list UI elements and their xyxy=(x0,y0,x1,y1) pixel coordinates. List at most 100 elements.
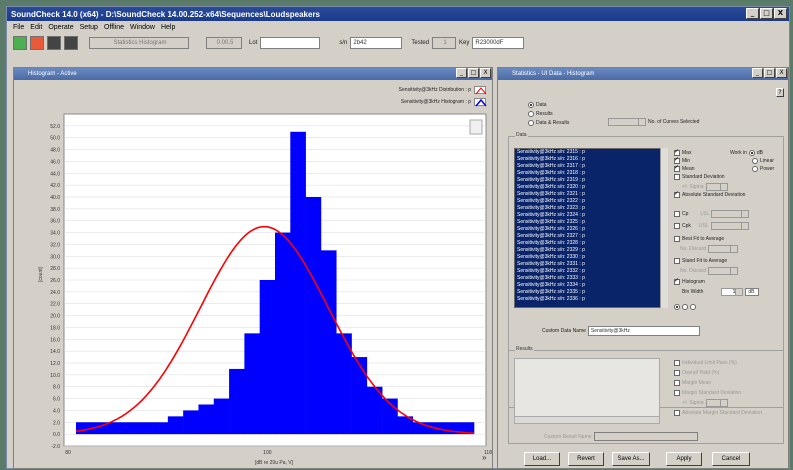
abs-margin-std-dev-checkbox[interactable] xyxy=(674,410,680,416)
stand-fit-discard-spinner[interactable] xyxy=(708,267,739,275)
data-curve-list[interactable]: Sensitivity@3kHz s/n: 2315 : p Sensitivit… xyxy=(514,148,666,308)
overall-yield-checkbox[interactable] xyxy=(674,370,680,376)
best-fit-discard-spinner[interactable] xyxy=(708,245,739,253)
y-tick-label: 30.0 xyxy=(50,254,60,260)
radio-hist-mode-3[interactable] xyxy=(690,304,696,310)
hist-close-button[interactable]: X xyxy=(480,68,491,78)
run-icon[interactable] xyxy=(13,36,27,50)
radio-data-results[interactable] xyxy=(528,120,534,126)
step-icon[interactable] xyxy=(47,36,61,50)
menu-window[interactable]: Window xyxy=(130,23,155,31)
data-list-item[interactable]: Sensitivity@3kHz s/n: 2329 : p xyxy=(517,247,585,253)
data-list-item[interactable]: Sensitivity@3kHz s/n: 2322 : p xyxy=(517,198,585,204)
abs-std-dev-checkbox[interactable] xyxy=(674,190,680,198)
margin-sigma-spinner[interactable] xyxy=(705,399,728,407)
data-list-item[interactable]: Sensitivity@3kHz s/n: 2335 : p xyxy=(517,289,585,295)
help-button[interactable]: ? xyxy=(776,88,784,97)
sn-input[interactable]: 2b42 xyxy=(350,37,403,49)
hist-maximize-button[interactable]: □ xyxy=(468,68,479,78)
legend-histogram-swatch[interactable] xyxy=(474,98,487,107)
data-list-item[interactable]: Sensitivity@3kHz s/n: 2325 : p xyxy=(517,219,585,225)
data-list-item[interactable]: Sensitivity@3kHz s/n: 2324 : p xyxy=(517,212,585,218)
close-button[interactable]: X xyxy=(774,8,787,19)
lot-input[interactable] xyxy=(260,37,321,49)
pause-icon[interactable] xyxy=(64,36,78,50)
data-list-item[interactable]: Sensitivity@3kHz s/n: 2326 : p xyxy=(517,226,585,232)
radio-data[interactable] xyxy=(528,102,534,108)
key-input[interactable]: R23000dF xyxy=(472,37,525,49)
radio-power[interactable] xyxy=(752,166,758,172)
stats-maximize-button[interactable]: □ xyxy=(764,68,775,78)
menu-setup[interactable]: Setup xyxy=(79,23,98,31)
save-as-button[interactable]: Save As... xyxy=(612,452,650,466)
data-list-item[interactable]: Sensitivity@3kHz s/n: 2327 : p xyxy=(517,233,585,239)
maximize-button[interactable]: □ xyxy=(760,8,773,19)
minimize-button[interactable]: _ xyxy=(746,8,759,19)
best-fit-checkbox[interactable] xyxy=(674,236,680,242)
results-hscrollbar[interactable] xyxy=(514,416,660,424)
stop-icon[interactable] xyxy=(30,36,44,50)
data-list-item[interactable]: Sensitivity@3kHz s/n: 2336 : p xyxy=(517,296,585,302)
std-dev-checkbox[interactable] xyxy=(674,174,680,180)
expand-chevron-icon[interactable]: » xyxy=(482,453,487,462)
radio-hist-mode-1[interactable] xyxy=(674,304,680,310)
mode-data-results[interactable]: Data & Results xyxy=(528,120,569,126)
sigma-spinner[interactable] xyxy=(705,183,728,191)
individual-limit-checkbox[interactable] xyxy=(674,360,680,366)
margin-std-dev-checkbox[interactable] xyxy=(674,390,680,396)
cp-lsl-spinner[interactable] xyxy=(711,210,750,218)
tested-label: Tested xyxy=(411,40,430,46)
data-list-item[interactable]: Sensitivity@3kHz s/n: 2315 : p xyxy=(517,149,585,155)
data-list-item[interactable]: Sensitivity@3kHz s/n: 2332 : p xyxy=(517,268,585,274)
radio-db[interactable] xyxy=(748,150,755,156)
custom-data-name-input[interactable]: Sensitivity@3kHz xyxy=(587,326,700,336)
data-list-item[interactable]: Sensitivity@3kHz s/n: 2333 : p xyxy=(517,275,585,281)
data-list-item[interactable]: Sensitivity@3kHz s/n: 2318 : p xyxy=(517,170,585,176)
y-tick-label: 12.0 xyxy=(50,361,60,367)
menu-file[interactable]: File xyxy=(13,23,25,31)
load-button[interactable]: Load... xyxy=(524,452,560,466)
revert-button[interactable]: Revert xyxy=(568,452,604,466)
data-list-item[interactable]: Sensitivity@3kHz s/n: 2323 : p xyxy=(517,205,585,211)
stand-fit-checkbox[interactable] xyxy=(674,258,680,264)
stats-close-button[interactable]: X xyxy=(776,68,787,78)
menu-edit[interactable]: Edit xyxy=(30,23,43,31)
data-list-item[interactable]: Sensitivity@3kHz s/n: 2316 : p xyxy=(517,156,585,162)
menu-offline[interactable]: Offline xyxy=(103,23,125,31)
mean-checkbox[interactable] xyxy=(674,164,680,172)
menu-operate[interactable]: Operate xyxy=(48,23,74,31)
data-list-item[interactable]: Sensitivity@3kHz s/n: 2328 : p xyxy=(517,240,585,246)
mode-data[interactable]: Data xyxy=(528,102,547,108)
results-list[interactable] xyxy=(514,358,660,424)
max-label: Max xyxy=(682,150,692,156)
cancel-button[interactable]: Cancel xyxy=(712,452,750,466)
data-list-scrollbar[interactable] xyxy=(660,148,668,308)
bin-width-spinner[interactable]: 1 xyxy=(721,288,744,296)
hist-minimize-button[interactable]: _ xyxy=(456,68,467,78)
menu-help[interactable]: Help xyxy=(160,23,176,31)
data-list-item[interactable]: Sensitivity@3kHz s/n: 2321 : p xyxy=(517,191,585,197)
cp-checkbox[interactable] xyxy=(674,211,680,217)
data-list-item[interactable]: Sensitivity@3kHz s/n: 2320 : p xyxy=(517,184,585,190)
histogram-window: Histogram - Active _ □ X Sensitivity@3kH… xyxy=(13,67,493,469)
radio-hist-mode-2[interactable] xyxy=(682,304,688,310)
copy-icon[interactable] xyxy=(469,119,483,135)
custom-result-name-input[interactable] xyxy=(593,432,698,441)
radio-results[interactable] xyxy=(528,111,534,117)
data-list-item[interactable]: Sensitivity@3kHz s/n: 2319 : p xyxy=(517,177,585,183)
data-list-item[interactable]: Sensitivity@3kHz s/n: 2330 : p xyxy=(517,254,585,260)
cpk-usl-spinner[interactable] xyxy=(710,222,749,230)
radio-linear[interactable] xyxy=(752,158,758,164)
cpk-checkbox[interactable] xyxy=(674,223,680,229)
legend-distribution-swatch[interactable] xyxy=(474,86,487,95)
data-list-item[interactable]: Sensitivity@3kHz s/n: 2334 : p xyxy=(517,282,585,288)
stats-minimize-button[interactable]: _ xyxy=(752,68,763,78)
mode-results[interactable]: Results xyxy=(528,111,553,117)
custom-result-name-label: Custom Result Name xyxy=(544,433,592,440)
margin-mean-checkbox[interactable] xyxy=(674,380,680,386)
data-list-item[interactable]: Sensitivity@3kHz s/n: 2331 : p xyxy=(517,261,585,267)
data-list-item[interactable]: Sensitivity@3kHz s/n: 2317 : p xyxy=(517,163,585,169)
histogram-checkbox[interactable] xyxy=(674,277,680,285)
statistics-titlebar: Statistics - UI Data - Histogram _ □ X xyxy=(498,68,788,80)
apply-button[interactable]: Apply xyxy=(666,452,702,466)
